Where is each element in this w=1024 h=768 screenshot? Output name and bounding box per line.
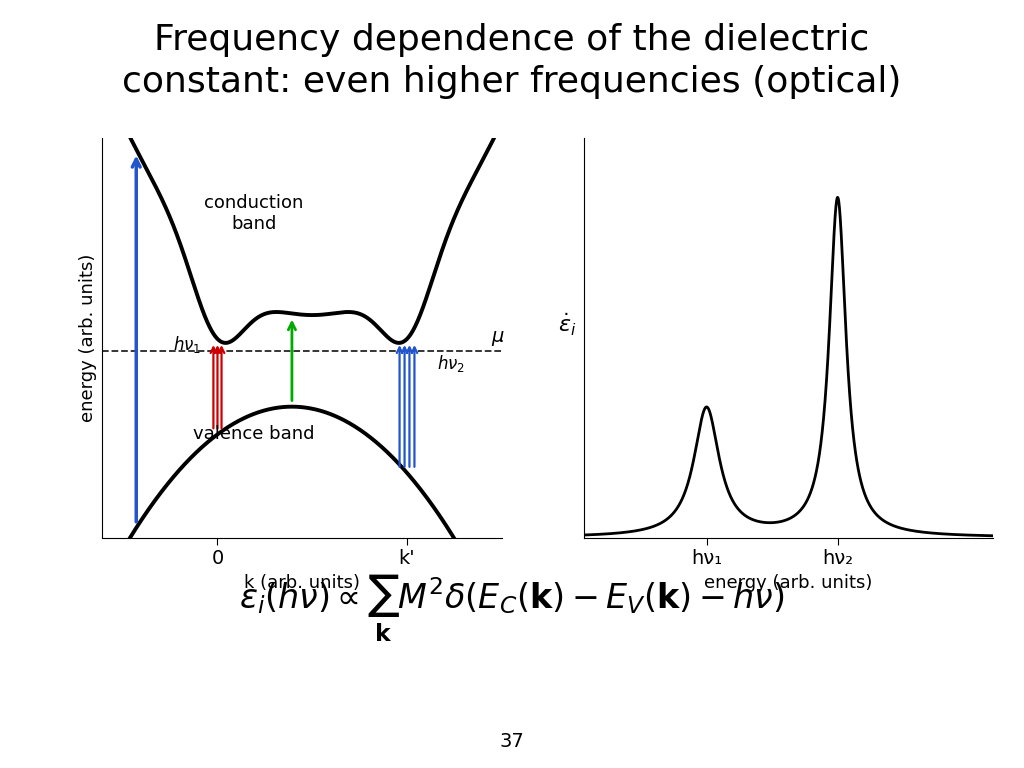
Text: Frequency dependence of the dielectric
constant: even higher frequencies (optica: Frequency dependence of the dielectric c… [122, 23, 902, 99]
X-axis label: energy (arb. units): energy (arb. units) [705, 574, 872, 592]
Text: $h\nu_2$: $h\nu_2$ [437, 353, 465, 374]
Y-axis label: $\dot{\varepsilon}_i$: $\dot{\varepsilon}_i$ [558, 311, 577, 338]
Y-axis label: energy (arb. units): energy (arb. units) [79, 253, 97, 422]
Text: $\mu$: $\mu$ [490, 329, 505, 348]
Text: 37: 37 [500, 732, 524, 751]
Text: $\epsilon_i(h\nu) \propto \sum_{\mathbf{k}} M^2 \delta(E_C(\mathbf{k}) - E_V(\ma: $\epsilon_i(h\nu) \propto \sum_{\mathbf{… [240, 572, 784, 644]
Text: $h\nu_1$: $h\nu_1$ [173, 334, 202, 356]
Text: conduction
band: conduction band [205, 194, 304, 233]
X-axis label: k (arb. units): k (arb. units) [244, 574, 360, 592]
Text: valence band: valence band [194, 425, 315, 443]
